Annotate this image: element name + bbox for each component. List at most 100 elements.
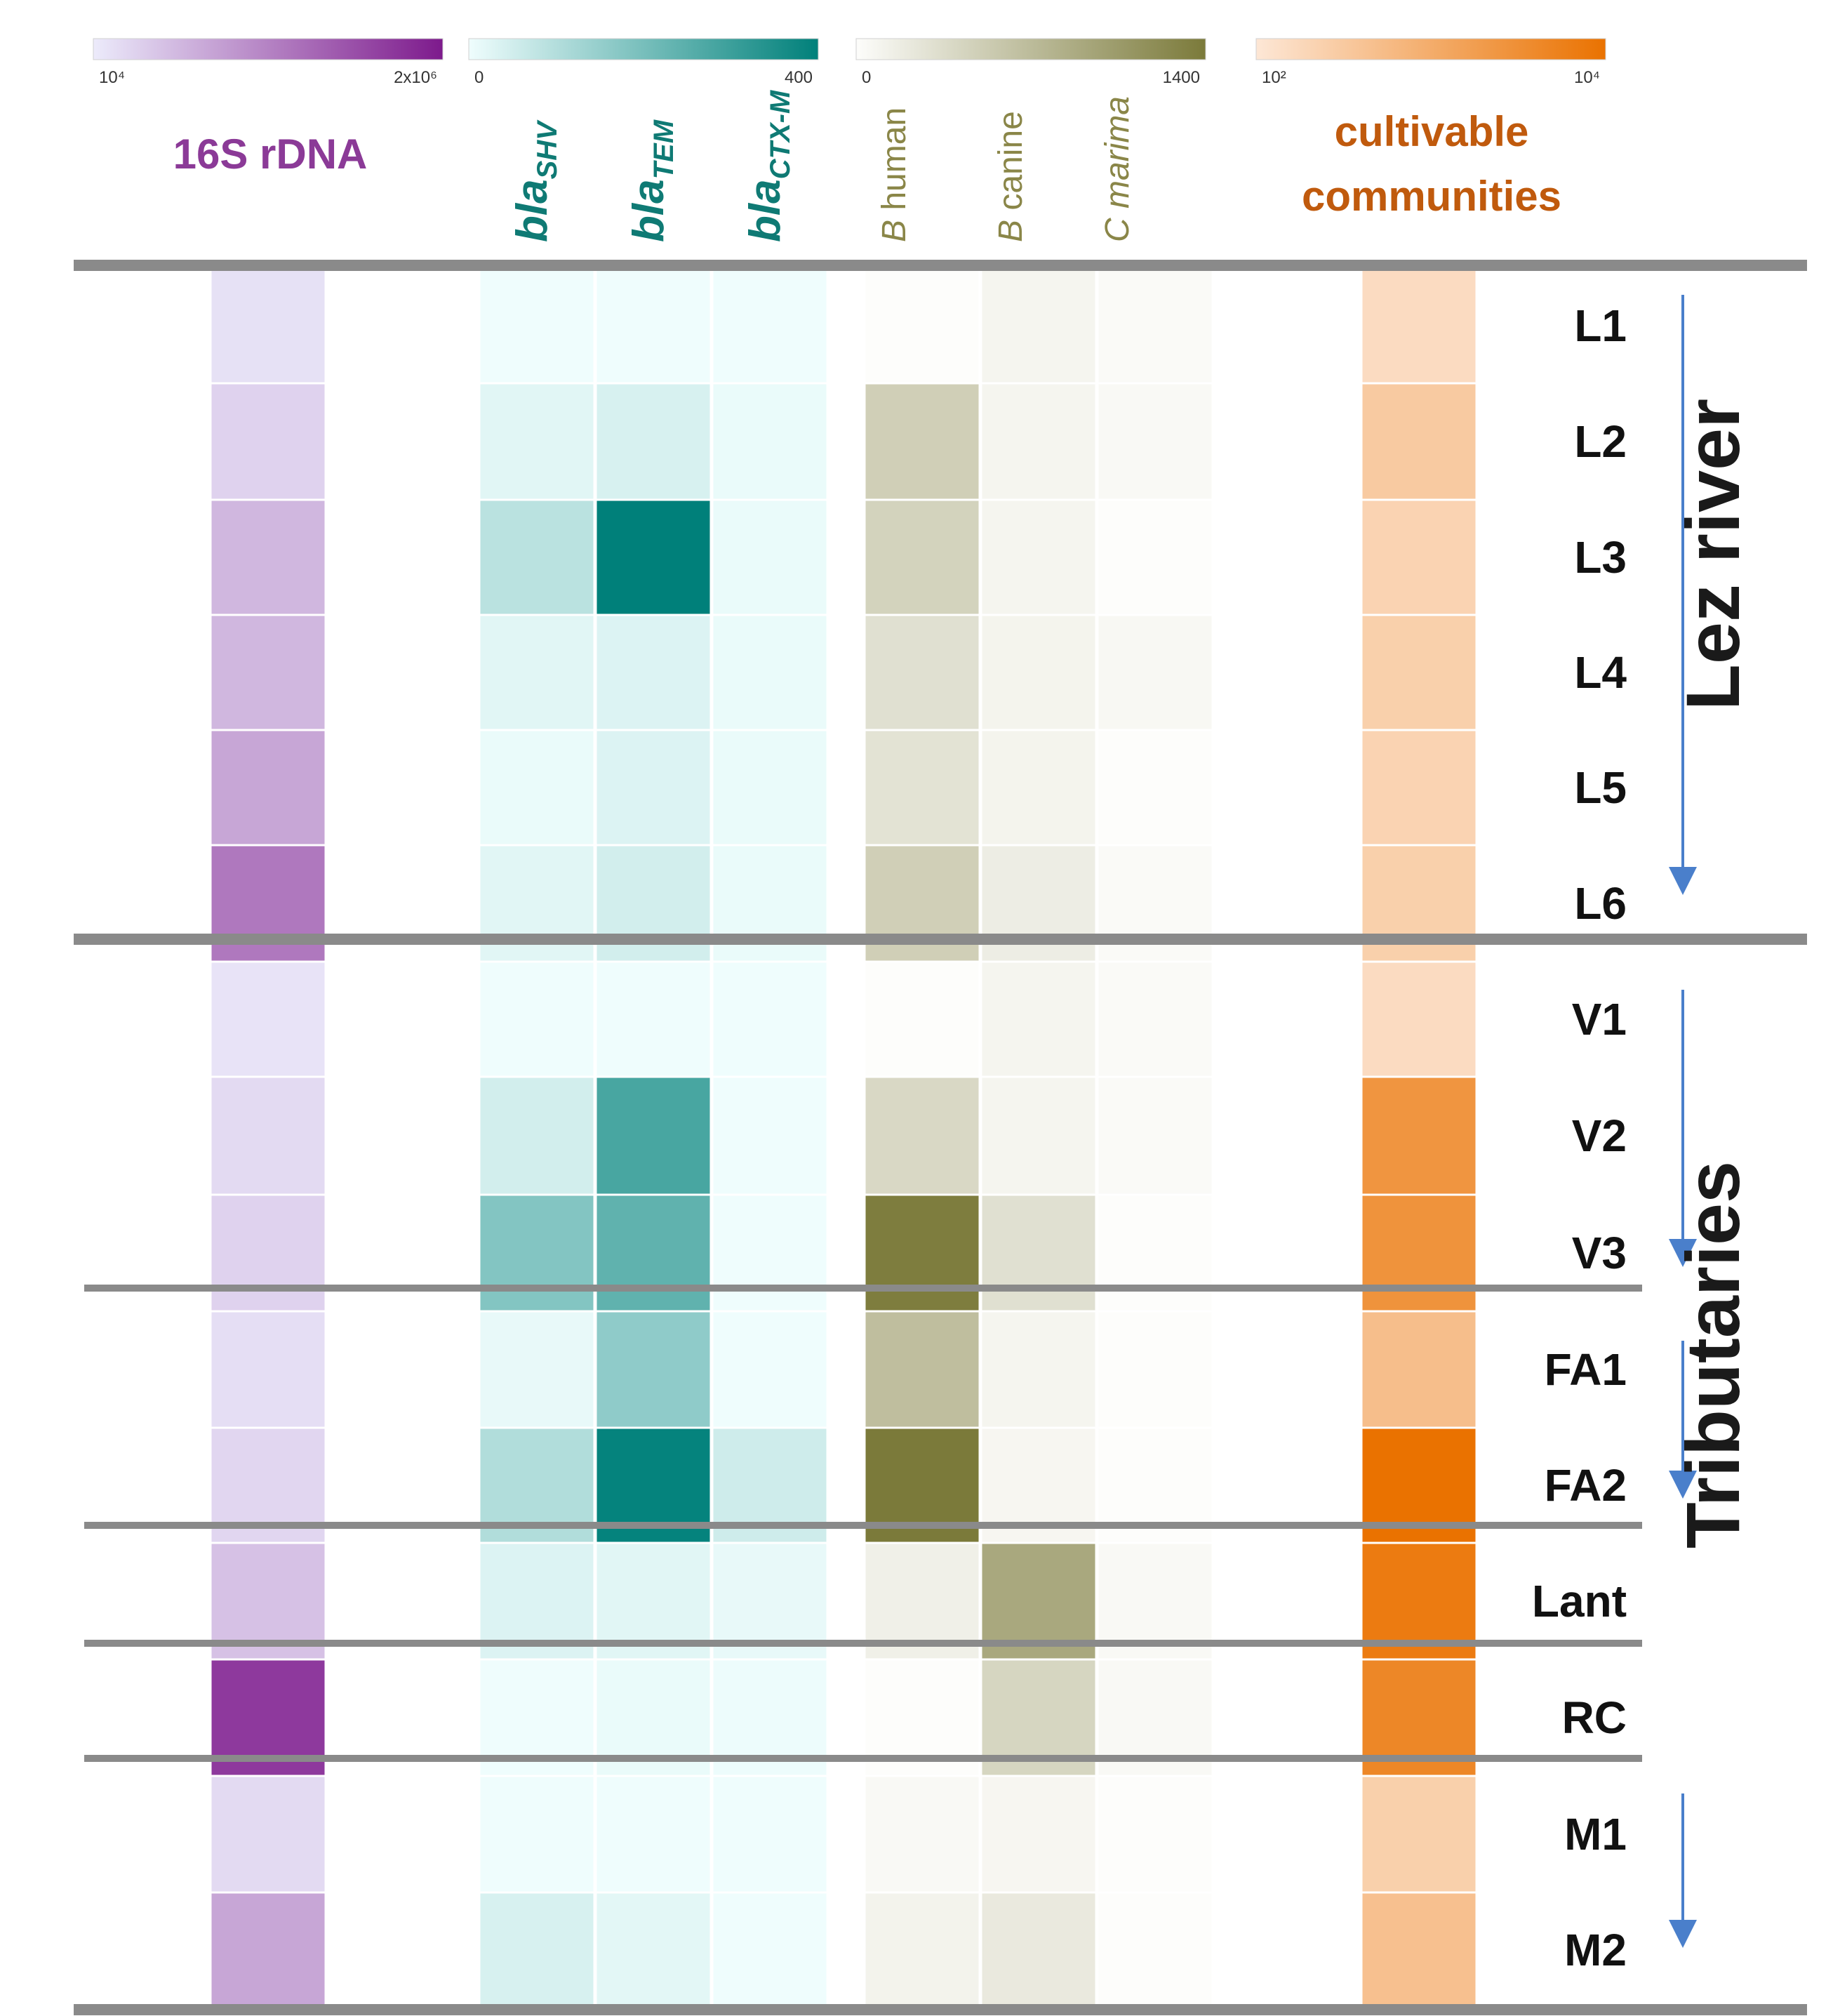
cell-blatem-m1 <box>594 1775 712 1894</box>
cell-blatem-v3 <box>594 1193 712 1313</box>
cell-cultivable-communities-l4 <box>1360 614 1478 731</box>
scale-min-label: 10² <box>1262 68 1286 87</box>
cell-b-human-l2 <box>863 382 981 501</box>
cell-blatem-v1 <box>594 960 712 1078</box>
cell-blatem-l5 <box>594 729 712 847</box>
cell-blatem-fa1 <box>594 1310 712 1429</box>
row-label-l3: L3 <box>1574 532 1627 583</box>
scale-max-label: 10⁴ <box>1574 68 1600 87</box>
cell-b-human-v3 <box>863 1193 981 1313</box>
cell-blatem-m2 <box>594 1891 712 2009</box>
cell-blashv-v2 <box>478 1075 596 1196</box>
cell-b-human-l5 <box>863 729 981 847</box>
cell-blactx-m-v2 <box>711 1075 829 1196</box>
cell-b-canine-m2 <box>980 1891 1098 2009</box>
cell-blashv-l1 <box>478 267 596 385</box>
cell-cultivable-communities-fa1 <box>1360 1310 1478 1429</box>
row-label-fa1: FA1 <box>1545 1344 1627 1395</box>
cell-blactx-m-fa1 <box>711 1310 829 1429</box>
cell-b-human-m2 <box>863 1891 981 2009</box>
scale-min-label: 10⁴ <box>99 68 125 87</box>
cell-blactx-m-m1 <box>711 1775 829 1894</box>
color-scale-bar-2 <box>468 38 819 60</box>
cell-b-canine-v3 <box>980 1193 1098 1313</box>
color-scale-bar-3 <box>855 38 1206 60</box>
cell-blactx-m-l2 <box>711 382 829 501</box>
cell-b-human-l4 <box>863 614 981 731</box>
cell-b-human-m1 <box>863 1775 981 1894</box>
group-separator-3 <box>84 1640 1642 1647</box>
cell-blatem-l3 <box>594 498 712 616</box>
cell-16s-rdna-l5 <box>209 729 327 847</box>
scale-min-label: 0 <box>862 68 871 87</box>
cell-b-human-fa1 <box>863 1310 981 1429</box>
cell-c-marima-fa1 <box>1096 1310 1214 1429</box>
cell-b-canine-v1 <box>980 960 1098 1078</box>
cell-b-canine-m1 <box>980 1775 1098 1894</box>
cell-16s-rdna-l1 <box>209 267 327 385</box>
group-label-lez-river: Lez river <box>1670 399 1755 710</box>
cell-blashv-m2 <box>478 1891 596 2009</box>
header-bla-shv: blaSHV <box>508 119 563 242</box>
cell-b-human-v1 <box>863 960 981 1078</box>
cell-cultivable-communities-l3 <box>1360 498 1478 616</box>
cell-cultivable-communities-l5 <box>1360 729 1478 847</box>
section-separator-3 <box>74 2004 1807 2015</box>
cell-16s-rdna-l2 <box>209 382 327 501</box>
group-separator-4 <box>84 1755 1642 1762</box>
scale-max-label: 400 <box>785 68 813 87</box>
row-label-v3: V3 <box>1572 1228 1627 1278</box>
cell-blactx-m-l3 <box>711 498 829 616</box>
cell-b-canine-l2 <box>980 382 1098 501</box>
cell-16s-rdna-l4 <box>209 614 327 731</box>
row-label-v2: V2 <box>1572 1110 1627 1161</box>
cell-cultivable-communities-m1 <box>1360 1775 1478 1894</box>
cell-c-marima-l3 <box>1096 498 1214 616</box>
cell-c-marima-m1 <box>1096 1775 1214 1894</box>
cell-blatem-l1 <box>594 267 712 385</box>
cell-blactx-m-v3 <box>711 1193 829 1313</box>
row-label-v1: V1 <box>1572 994 1627 1045</box>
section-separator-1 <box>74 260 1807 271</box>
color-scale-bar-1 <box>93 38 444 60</box>
cell-blashv-m1 <box>478 1775 596 1894</box>
cell-blashv-v1 <box>478 960 596 1078</box>
cell-blashv-v3 <box>478 1193 596 1313</box>
cell-c-marima-l2 <box>1096 382 1214 501</box>
cell-c-marima-m2 <box>1096 1891 1214 2009</box>
cell-blashv-l5 <box>478 729 596 847</box>
cell-blactx-m-l1 <box>711 267 829 385</box>
scale-max-label: 2x10⁶ <box>394 68 437 87</box>
header-bla-ctx-m: blaCTX-M <box>741 89 796 242</box>
cell-blashv-fa1 <box>478 1310 596 1429</box>
cell-b-canine-l3 <box>980 498 1098 616</box>
cell-c-marima-v1 <box>1096 960 1214 1078</box>
cell-16s-rdna-fa1 <box>209 1310 327 1429</box>
cell-b-human-l1 <box>863 267 981 385</box>
cell-16s-rdna-v1 <box>209 960 327 1078</box>
cell-cultivable-communities-l1 <box>1360 267 1478 385</box>
row-label-lant: Lant <box>1532 1576 1627 1626</box>
cell-16s-rdna-v3 <box>209 1193 327 1313</box>
cell-16s-rdna-m1 <box>209 1775 327 1894</box>
cell-c-marima-v3 <box>1096 1193 1214 1313</box>
header-cultivable-line-1: cultivable <box>1335 108 1529 155</box>
scale-min-label: 0 <box>474 68 484 87</box>
cell-c-marima-l5 <box>1096 729 1214 847</box>
cell-16s-rdna-m2 <box>209 1891 327 2009</box>
cell-16s-rdna-v2 <box>209 1075 327 1196</box>
header-mst-1: B human <box>876 107 913 242</box>
cell-b-human-v2 <box>863 1075 981 1196</box>
color-scale-bar-4 <box>1255 38 1606 60</box>
header-mst-2: B canine <box>992 111 1029 242</box>
cell-cultivable-communities-v3 <box>1360 1193 1478 1313</box>
cell-blactx-m-v1 <box>711 960 829 1078</box>
cell-c-marima-v2 <box>1096 1075 1214 1196</box>
header-cultivable-line-2: communities <box>1302 173 1561 220</box>
cell-blatem-l4 <box>594 614 712 731</box>
cell-blactx-m-l5 <box>711 729 829 847</box>
cell-cultivable-communities-v2 <box>1360 1075 1478 1196</box>
scale-max-label: 1400 <box>1163 68 1200 87</box>
cell-blashv-l3 <box>478 498 596 616</box>
row-label-l5: L5 <box>1574 762 1627 813</box>
